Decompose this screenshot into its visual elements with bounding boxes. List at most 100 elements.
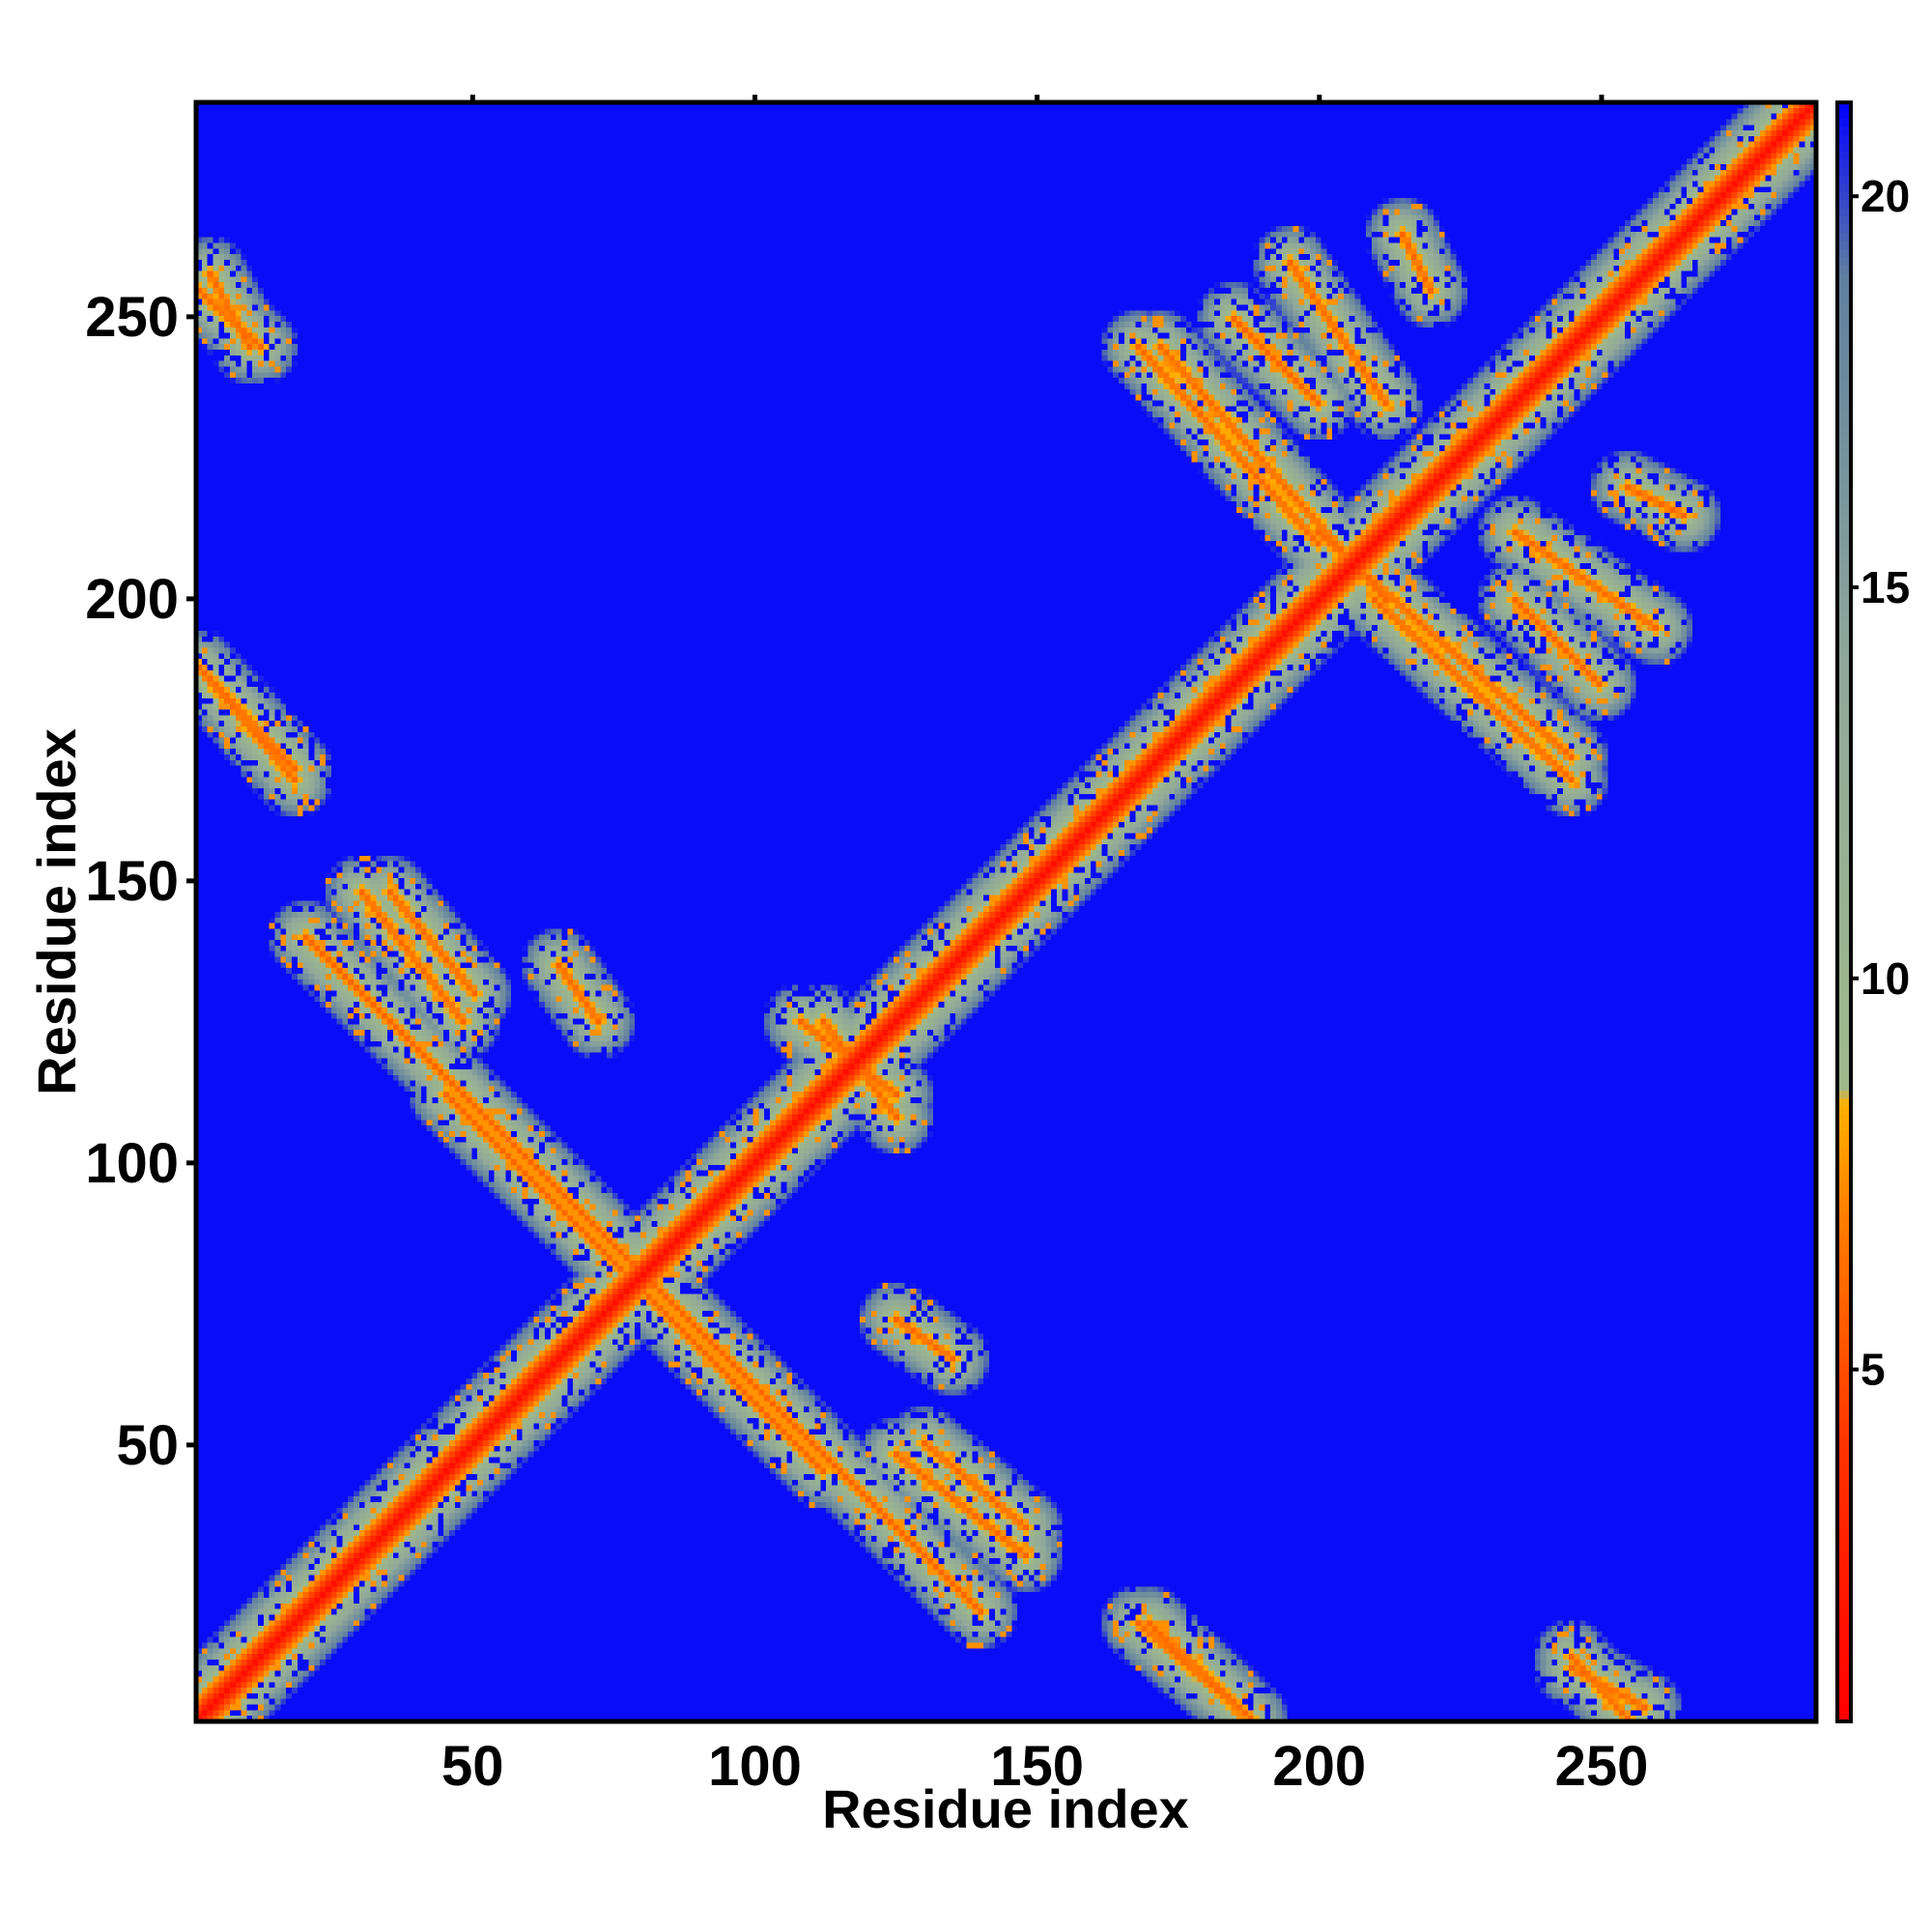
colorbar-segment [1837,142,1851,152]
colorbar-tick-label: 10 [1861,953,1910,1004]
colorbar-segment [1837,434,1851,443]
colorbar-segment [1837,879,1851,889]
colorbar-segment [1837,417,1851,427]
colorbar-segment [1837,256,1851,266]
colorbar-segment [1837,288,1851,298]
colorbar-segment [1837,539,1851,549]
colorbar-segment [1837,1219,1851,1229]
colorbar-segment [1837,952,1851,961]
colorbar-segment [1837,1106,1851,1116]
colorbar-segment [1837,118,1851,128]
colorbar-segment [1837,353,1851,362]
x-tick-label: 100 [708,1735,802,1798]
colorbar-segment [1837,984,1851,994]
colorbar-segment [1837,807,1851,816]
colorbar-segment [1837,611,1851,621]
colorbar-segment [1837,563,1851,573]
colorbar-segment [1837,345,1851,355]
colorbar-segment [1837,426,1851,436]
colorbar-segment [1837,887,1851,896]
colorbar-segment [1837,637,1851,646]
colorbar-segment [1837,1406,1851,1415]
colorbar-segment [1837,312,1851,322]
colorbar-segment [1837,1519,1851,1528]
colorbar-segment [1837,1648,1851,1658]
colorbar-segment [1837,1016,1851,1026]
colorbar-segment [1837,1211,1851,1221]
colorbar-segment [1837,895,1851,905]
colorbar-segment [1837,1138,1851,1148]
colorbar-segment [1837,1462,1851,1471]
colorbar-segment [1837,668,1851,678]
colorbar-segment [1837,1041,1851,1051]
colorbar-segment [1837,450,1851,460]
colorbar-segment [1837,1413,1851,1423]
colorbar-segment [1837,127,1851,136]
colorbar-segment [1837,1147,1851,1155]
colorbar-segment [1837,977,1851,986]
colorbar-segment [1837,580,1851,589]
x-axis-ticks: 50 100 150 200 250 [441,95,1648,1798]
colorbar-segment [1837,1373,1851,1382]
y-axis-title: Residue index [26,728,87,1095]
colorbar-segment [1837,167,1851,177]
y-tick-label: 100 [85,1132,179,1195]
colorbar-segment [1837,1632,1851,1641]
colorbar-segment [1837,264,1851,273]
colorbar-segment [1837,247,1851,257]
colorbar-segment [1837,628,1851,638]
colorbar-segment [1837,555,1851,565]
colorbar-segment [1837,903,1851,913]
colorbar-segment [1837,1292,1851,1301]
colorbar-segment [1837,547,1851,556]
colorbar-segment [1837,369,1851,379]
colorbar-segment [1837,531,1851,541]
colorbar-segment [1837,297,1851,306]
colorbar-segment [1837,1551,1851,1560]
colorbar-segment [1837,685,1851,695]
colorbar-segment [1837,1502,1851,1512]
colorbar-segment [1837,944,1851,953]
colorbar-segment [1837,1341,1851,1350]
colorbar-segment [1837,393,1851,403]
y-tick-label: 150 [85,850,179,913]
colorbar-segment [1837,863,1851,872]
colorbar-segment [1837,1446,1851,1456]
colorbar-segment [1837,1251,1851,1261]
colorbar-segment [1837,1057,1851,1066]
colorbar-segment [1837,1421,1851,1431]
y-tick-label: 200 [85,568,179,631]
colorbar-segment [1837,604,1851,613]
colorbar-segment [1837,661,1851,670]
colorbar-segment [1837,644,1851,654]
colorbar-segment [1837,304,1851,314]
colorbar-segment [1837,441,1851,451]
colorbar-segment [1837,1454,1851,1463]
colorbar-segment [1837,1365,1851,1375]
colorbar-segment [1837,1478,1851,1488]
colorbar-segment [1837,1696,1851,1706]
colorbar-segment [1837,838,1851,848]
colorbar-segment [1837,1171,1851,1180]
colorbar-segment [1837,1025,1851,1035]
colorbar-segment [1837,1486,1851,1495]
colorbar-segment [1837,1591,1851,1601]
colorbar-segment [1837,1705,1851,1715]
colorbar-segment [1837,1179,1851,1188]
colorbar-frame [1835,100,1853,1723]
colorbar-segment [1837,1324,1851,1334]
colorbar-segment [1837,1640,1851,1650]
colorbar-segment [1837,822,1851,832]
colorbar-segment [1837,523,1851,532]
colorbar-segment [1837,587,1851,597]
colorbar-segment [1837,1154,1851,1164]
colorbar-segment [1837,1097,1851,1107]
colorbar-segment [1837,1681,1851,1690]
colorbar-segment [1837,912,1851,921]
colorbar-segment [1837,507,1851,516]
colorbar-segment [1837,992,1851,1002]
colorbar-segment [1837,572,1851,582]
plot-frame [193,99,1819,1724]
colorbar-segment [1837,1535,1851,1545]
